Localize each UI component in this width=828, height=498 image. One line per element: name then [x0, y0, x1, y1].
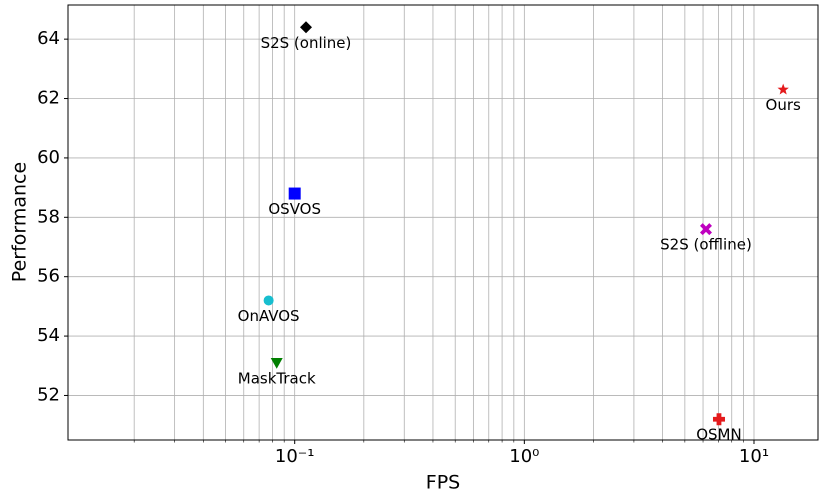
- marker: [699, 223, 712, 236]
- x-tick-label: 10¹: [739, 446, 769, 467]
- point-label: MaskTrack: [238, 369, 316, 387]
- y-tick-label: 52: [37, 384, 60, 405]
- y-axis-label: Performance: [9, 162, 31, 282]
- y-tick-label: 64: [37, 28, 60, 49]
- point-label: Ours: [766, 96, 801, 114]
- plot-frame: [67, 4, 819, 441]
- y-tick-label: 56: [37, 266, 60, 287]
- point-label: OSMN: [696, 426, 742, 444]
- y-tick-label: 62: [37, 88, 60, 109]
- x-tick-label: 10⁰: [509, 446, 539, 467]
- x-tick-label: 10⁻¹: [275, 446, 315, 467]
- marker: [270, 357, 283, 369]
- point-label: S2S (online): [261, 34, 352, 52]
- point-label: OSVOS: [268, 200, 321, 218]
- y-tick-label: 54: [37, 325, 60, 346]
- point-label: OnAVOS: [238, 307, 300, 325]
- marker: [263, 295, 274, 306]
- y-tick-label: 58: [37, 206, 60, 227]
- marker: [299, 21, 312, 34]
- point-label: S2S (offline): [660, 236, 752, 254]
- marker: [777, 83, 789, 95]
- x-axis-label: FPS: [426, 472, 460, 494]
- y-tick-label: 60: [37, 147, 60, 168]
- marker: [712, 413, 725, 426]
- marker: [288, 187, 301, 200]
